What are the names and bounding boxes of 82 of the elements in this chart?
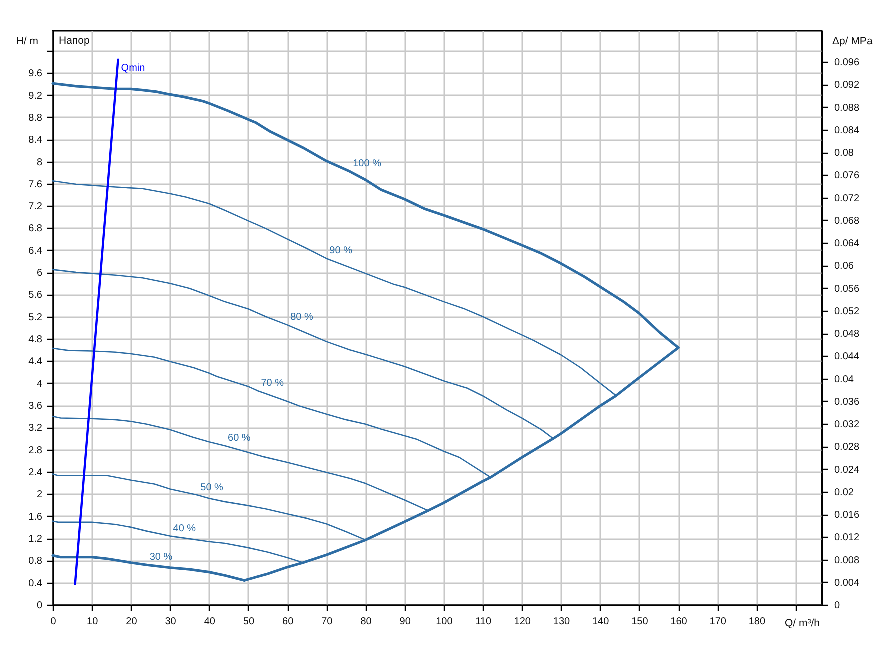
series-label: 80 % [290,312,314,324]
y-tick-label: 0.4 [28,578,43,590]
y-tick-label: 4.8 [28,334,43,346]
y2-axis-title: Δp/ MPa [832,36,873,48]
y2-tick-label: 0.028 [834,442,860,454]
x-tick-label: 120 [514,616,532,628]
y-tick-label: 2.4 [28,468,43,479]
y2-tick-label: 0.096 [834,58,860,69]
y2-tick-label: 0.084 [834,125,860,136]
series-label: 30 % [150,552,173,564]
y2-tick-label: 0.04 [834,374,854,386]
y-tick-label: 3.2 [28,423,43,434]
series-label: 100 % [353,158,382,170]
y2-tick-label: 0.06 [834,261,854,272]
x-tick-label: 0 [50,616,57,628]
y-tick-label: 6 [36,268,43,280]
x-tick-label: 170 [710,616,727,628]
y-tick-label: 0 [36,600,43,612]
x-tick-label: 90 [400,616,412,628]
series-label: 60 % [228,432,251,444]
y2-tick-label: 0.092 [834,80,860,92]
y2-tick-label: 0.076 [834,170,860,182]
x-tick-label: 140 [592,616,610,628]
x-tick-label: 160 [670,616,688,628]
series-label: 70 % [261,378,284,390]
y-tick-label: 8 [36,157,43,168]
x-tick-label: 60 [282,616,294,628]
x-tick-label: 110 [476,616,492,628]
y-tick-label: 2 [36,490,43,501]
y-tick-label: 7.6 [28,179,43,190]
x-tick-label: 20 [126,616,138,628]
y2-tick-label: 0.052 [834,306,860,318]
x-tick-label: 30 [165,616,177,628]
y2-tick-label: 0.064 [834,238,860,250]
y-tick-label: 4 [36,378,43,390]
x-tick-label: 70 [322,616,334,628]
y2-tick-label: 0.004 [834,578,860,589]
chart-title: Напор [59,35,90,47]
y2-tick-label: 0.02 [834,487,854,498]
x-tick-label: 150 [632,616,649,628]
y-tick-label: 8.8 [28,112,43,124]
series-label: Qmin [121,62,146,74]
y2-tick-label: 0.056 [834,284,860,295]
y-tick-label: 1.6 [28,512,43,523]
x-tick-label: 10 [87,616,99,628]
series-label: 50 % [200,482,224,494]
x-tick-label: 40 [204,616,216,628]
y2-tick-label: 0.032 [834,420,860,431]
y-axis-title: H/ m [16,36,39,48]
y2-tick-label: 0.016 [834,510,860,522]
y2-tick-label: 0.012 [834,532,860,544]
series-label: 40 % [173,523,196,534]
y-tick-label: 5.6 [28,290,43,302]
y2-tick-label: 0.036 [834,396,860,408]
y-tick-label: 2.8 [28,445,43,456]
y2-tick-label: 0.08 [834,148,854,160]
y-tick-label: 1.2 [28,534,43,546]
x-tick-label: 50 [243,616,255,628]
y-tick-label: 0.8 [28,556,43,568]
y2-tick-label: 0.072 [834,193,860,204]
y-tick-label: 9.6 [28,68,43,80]
y2-tick-label: 0.068 [834,216,860,227]
series-label: 90 % [330,246,353,257]
x-tick-label: 130 [553,616,571,628]
y-tick-label: 6.4 [28,246,43,257]
x-axis-title: Q/ m³/h [784,618,820,630]
y-tick-label: 7.2 [28,202,43,213]
y-tick-label: 6.8 [28,224,43,235]
y2-tick-label: 0.088 [834,102,860,114]
y2-tick-label: 0.008 [834,555,860,566]
y-tick-label: 8.4 [28,135,43,146]
y-tick-label: 5.2 [28,312,43,324]
x-tick-label: 80 [360,616,372,628]
x-tick-label: 100 [436,616,454,628]
y2-tick-label: 0.044 [834,352,860,363]
y-tick-label: 3.6 [28,401,43,412]
y-tick-label: 4.4 [28,356,43,368]
y2-tick-label: 0 [834,600,840,612]
y2-tick-label: 0.024 [834,464,860,476]
x-tick-label: 180 [748,616,766,628]
y-tick-label: 9.2 [28,90,43,102]
y2-tick-label: 0.048 [834,329,860,340]
